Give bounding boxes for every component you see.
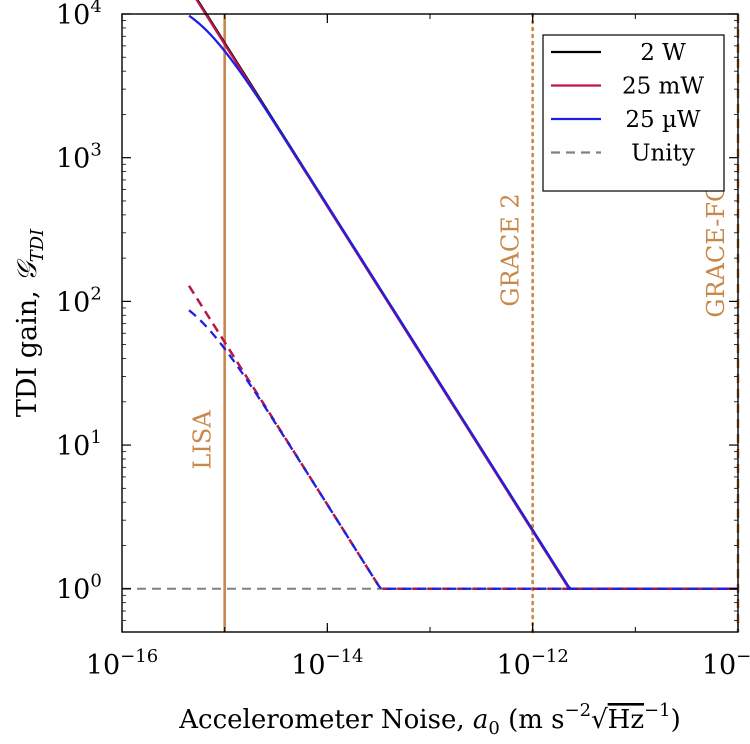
y-tick-label: 100	[56, 571, 102, 606]
x-tick-label: 10−10	[702, 646, 750, 681]
y-axis-title: TDI gain, 𝒢TDI	[12, 228, 48, 417]
series-25-mw-dashed	[188, 285, 738, 590]
vline-label-grace-2: GRACE 2	[497, 193, 525, 306]
vline-label-grace-fo: GRACE-FO	[702, 182, 730, 317]
y-tick-label: 103	[56, 140, 102, 175]
y-tick-label: 101	[56, 427, 102, 462]
legend-label: Unity	[631, 141, 695, 167]
x-axis-title: Accelerometer Noise, a0 (m s−2√Hz−1)	[178, 700, 680, 739]
y-tick-label: 104	[56, 0, 102, 31]
legend-box	[542, 34, 725, 192]
x-tick-label: 10−14	[291, 646, 363, 681]
y-tick-label: 102	[56, 283, 102, 318]
legend-label: 25 µW	[625, 107, 701, 133]
vline-label-lisa: LISA	[189, 410, 217, 470]
series-25-w-dashed	[188, 309, 738, 590]
legend-label: 2 W	[640, 40, 686, 66]
series-2-w-dashed	[188, 285, 738, 590]
legend-label: 25 mW	[622, 74, 704, 100]
x-tick-label: 10−16	[86, 646, 158, 681]
x-tick-label: 10−12	[496, 646, 568, 681]
